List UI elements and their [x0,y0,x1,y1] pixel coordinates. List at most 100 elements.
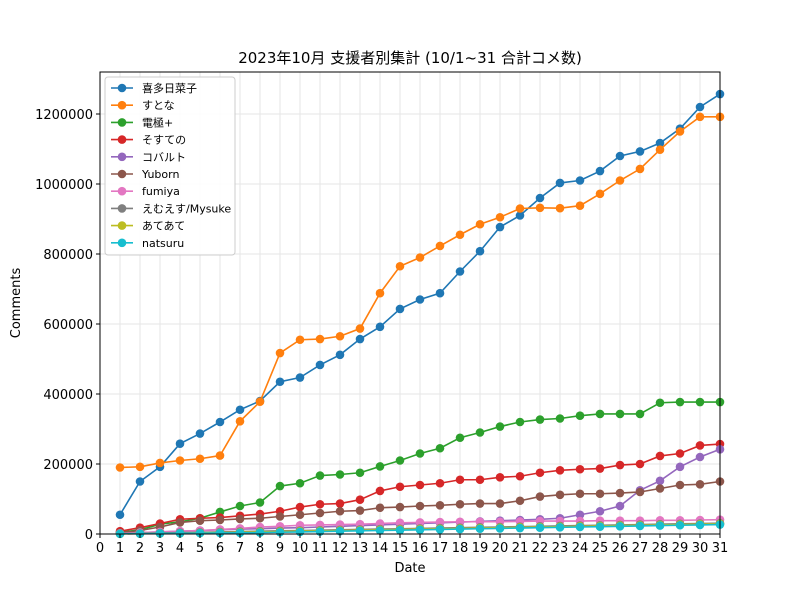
data-point [615,501,625,511]
legend-item: コバルト [111,151,186,164]
data-point [395,456,405,465]
x-tick-label: 24 [572,541,589,556]
data-point [595,409,605,419]
data-point [475,475,485,485]
x-tick-label: 0 [96,541,104,556]
data-point [475,524,485,534]
data-point [215,451,225,460]
data-point [655,138,665,148]
data-point [395,502,405,512]
y-tick-label: 600000 [43,318,93,333]
data-point [455,517,465,527]
data-point [355,495,365,505]
legend-marker [117,186,127,196]
x-tick-label: 23 [552,541,569,556]
data-point [135,477,145,486]
data-point [235,514,245,524]
data-point [595,489,605,499]
data-point [575,510,585,520]
data-point [615,488,625,498]
data-point [595,522,605,531]
data-point [495,499,505,508]
data-point [455,230,465,240]
data-point [455,267,465,276]
data-point [675,127,685,136]
data-point [215,417,225,427]
data-point [495,222,505,232]
x-tick-label: 17 [432,541,449,556]
data-point [535,415,545,424]
data-point [115,463,125,472]
x-tick-label: 31 [712,541,729,556]
legend-marker [117,152,127,162]
legend-label: Yuborn [141,168,179,181]
data-point [335,470,345,479]
data-point [155,458,165,468]
legend-marker [117,135,127,144]
y-tick-label: 400000 [43,388,93,403]
x-tick-label: 7 [236,541,244,556]
data-point [635,459,645,469]
data-point [475,428,485,437]
data-point [555,178,565,188]
data-point [515,204,525,213]
y-tick-label: 1200000 [35,108,93,123]
data-point [555,490,565,500]
data-point [575,201,585,210]
x-tick-label: 10 [292,541,309,556]
data-point [355,334,365,344]
data-point [515,523,525,533]
data-point [375,288,385,298]
legend-label: そすての [142,134,186,147]
x-axis-label: Date [394,561,425,576]
data-point [335,499,345,508]
x-tick-label: 12 [332,541,349,556]
legend-label: すとな [142,99,175,112]
legend-marker [117,118,127,127]
legend-item: えむえす/Mysuke [111,202,231,215]
chart-title: 2023年10月 支援者別集計 (10/1~31 合計コメ数) [238,49,582,67]
data-point [415,501,425,511]
data-point [395,518,405,528]
data-point [255,528,265,537]
data-point [335,526,345,536]
data-point [415,525,425,535]
data-point [555,414,565,423]
data-point [575,464,585,474]
data-point [695,520,705,530]
data-point [195,528,205,538]
data-point [695,441,705,450]
data-point [355,324,365,333]
data-point [655,484,665,493]
x-tick-label: 30 [692,541,709,556]
data-point [635,409,645,419]
data-point [195,516,205,525]
legend-item: あてあて [111,220,185,233]
x-tick-label: 18 [452,541,469,556]
data-point [435,501,445,510]
data-point [515,211,525,220]
legend-label: natsuru [142,237,184,250]
data-point [575,176,585,185]
legend-frame [104,76,236,256]
data-point [675,462,685,472]
data-point [275,348,285,358]
data-point [275,512,285,521]
data-point [675,397,685,407]
y-tick-label: 200000 [43,458,93,473]
x-tick-label: 5 [196,541,204,556]
data-point [515,471,525,481]
data-point [335,350,345,360]
x-tick-label: 6 [216,541,224,556]
x-tick-label: 20 [492,541,509,556]
x-tick-label: 1 [116,541,124,556]
legend-item: すとな [111,99,175,112]
legend-marker [117,169,127,179]
data-point [635,487,645,497]
data-point [495,422,505,431]
data-point [515,417,525,427]
data-point [695,112,705,122]
data-point [695,452,705,462]
